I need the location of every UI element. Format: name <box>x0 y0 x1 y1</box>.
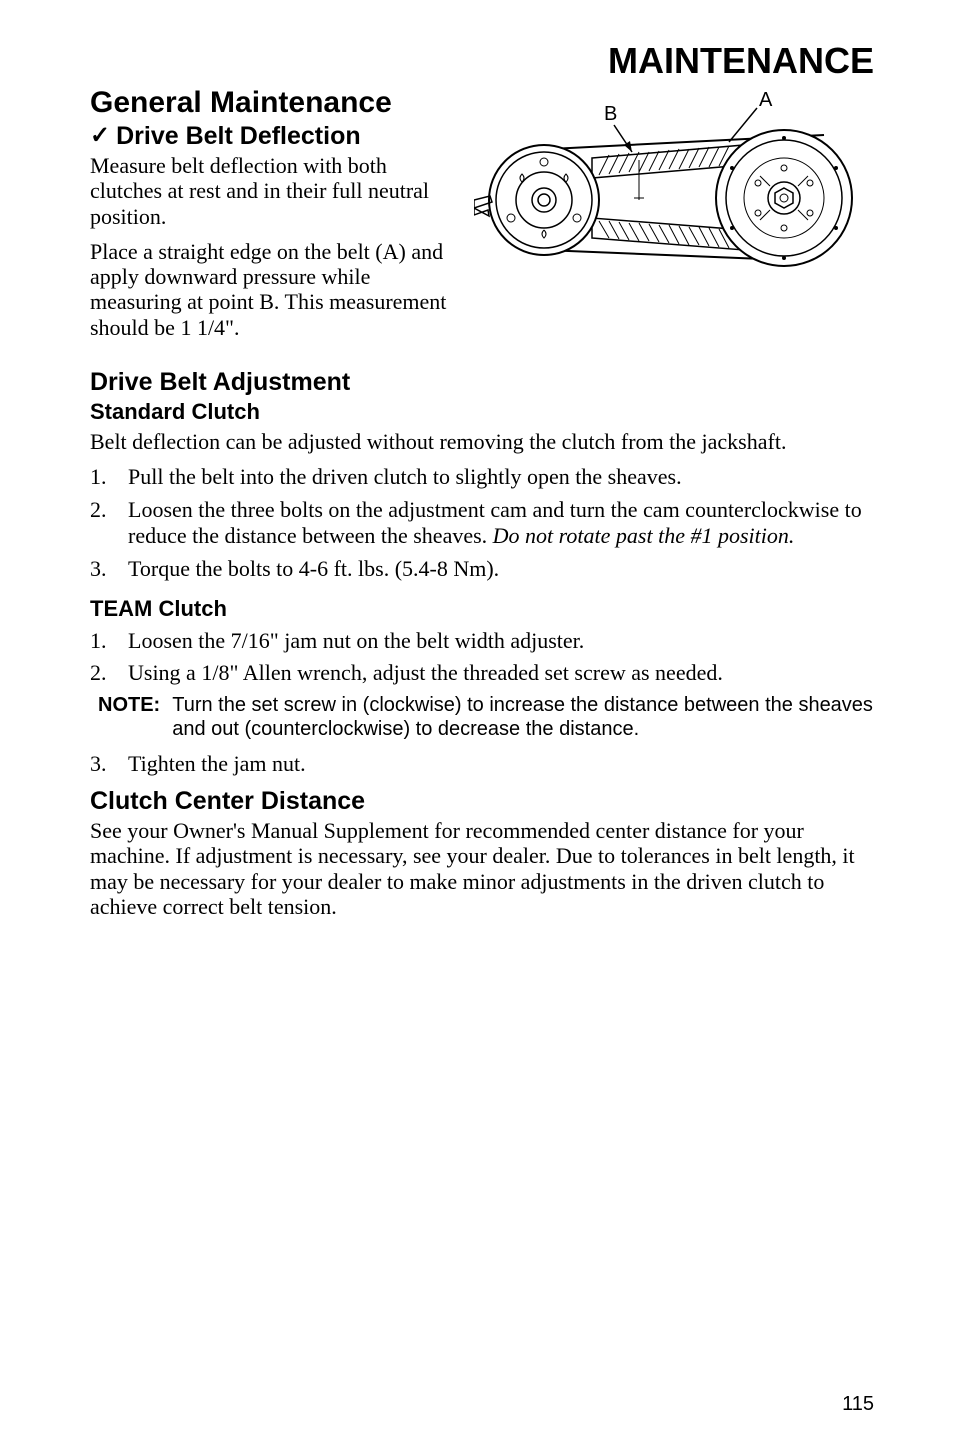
note-body: Turn the set screw in (clockwise) to inc… <box>172 693 874 741</box>
team-clutch-heading: TEAM Clutch <box>90 596 874 622</box>
center-distance-title: Clutch Center Distance <box>90 787 874 816</box>
standard-step-1: Pull the belt into the driven clutch to … <box>90 464 874 490</box>
belt-diagram: B A <box>474 86 874 295</box>
standard-clutch-steps: Pull the belt into the driven clutch to … <box>90 464 874 582</box>
deflection-p2: Place a straight edge on the belt (A) an… <box>90 239 454 340</box>
checkmark-icon: ✓ <box>90 122 110 148</box>
team-clutch-steps-cont: Tighten the jam nut. <box>90 751 874 777</box>
belt-deflection-diagram: B A <box>474 90 874 290</box>
team-step-3: Tighten the jam nut. <box>90 751 874 777</box>
deflection-p1: Measure belt deflection with both clutch… <box>90 153 454 229</box>
standard-clutch-intro: Belt deflection can be adjusted without … <box>90 429 874 454</box>
deflection-heading-row: ✓ Drive Belt Deflection <box>90 122 454 151</box>
page-title: MAINTENANCE <box>90 40 874 82</box>
adjustment-title: Drive Belt Adjustment <box>90 368 874 397</box>
top-section: General Maintenance ✓ Drive Belt Deflect… <box>90 86 874 350</box>
standard-step-3: Torque the bolts to 4-6 ft. lbs. (5.4-8 … <box>90 556 874 582</box>
standard-clutch-heading: Standard Clutch <box>90 399 874 425</box>
left-pulley <box>489 145 599 255</box>
deflection-title: Drive Belt Deflection <box>116 122 361 151</box>
right-pulley <box>716 130 852 266</box>
section-title: General Maintenance <box>90 86 454 120</box>
page-number: 115 <box>842 1393 874 1416</box>
center-distance-body: See your Owner's Manual Supplement for r… <box>90 818 874 919</box>
standard-step-2: Loosen the three bolts on the adjustment… <box>90 497 874 550</box>
diagram-label-b: B <box>604 103 617 125</box>
top-text-column: General Maintenance ✓ Drive Belt Deflect… <box>90 86 454 350</box>
team-note: NOTE: Turn the set screw in (clockwise) … <box>90 693 874 741</box>
team-step-2: Using a 1/8" Allen wrench, adjust the th… <box>90 660 874 686</box>
diagram-label-a: A <box>759 90 773 111</box>
note-label: NOTE: <box>98 693 160 741</box>
team-clutch-steps: Loosen the 7/16" jam nut on the belt wid… <box>90 628 874 687</box>
team-step-1: Loosen the 7/16" jam nut on the belt wid… <box>90 628 874 654</box>
